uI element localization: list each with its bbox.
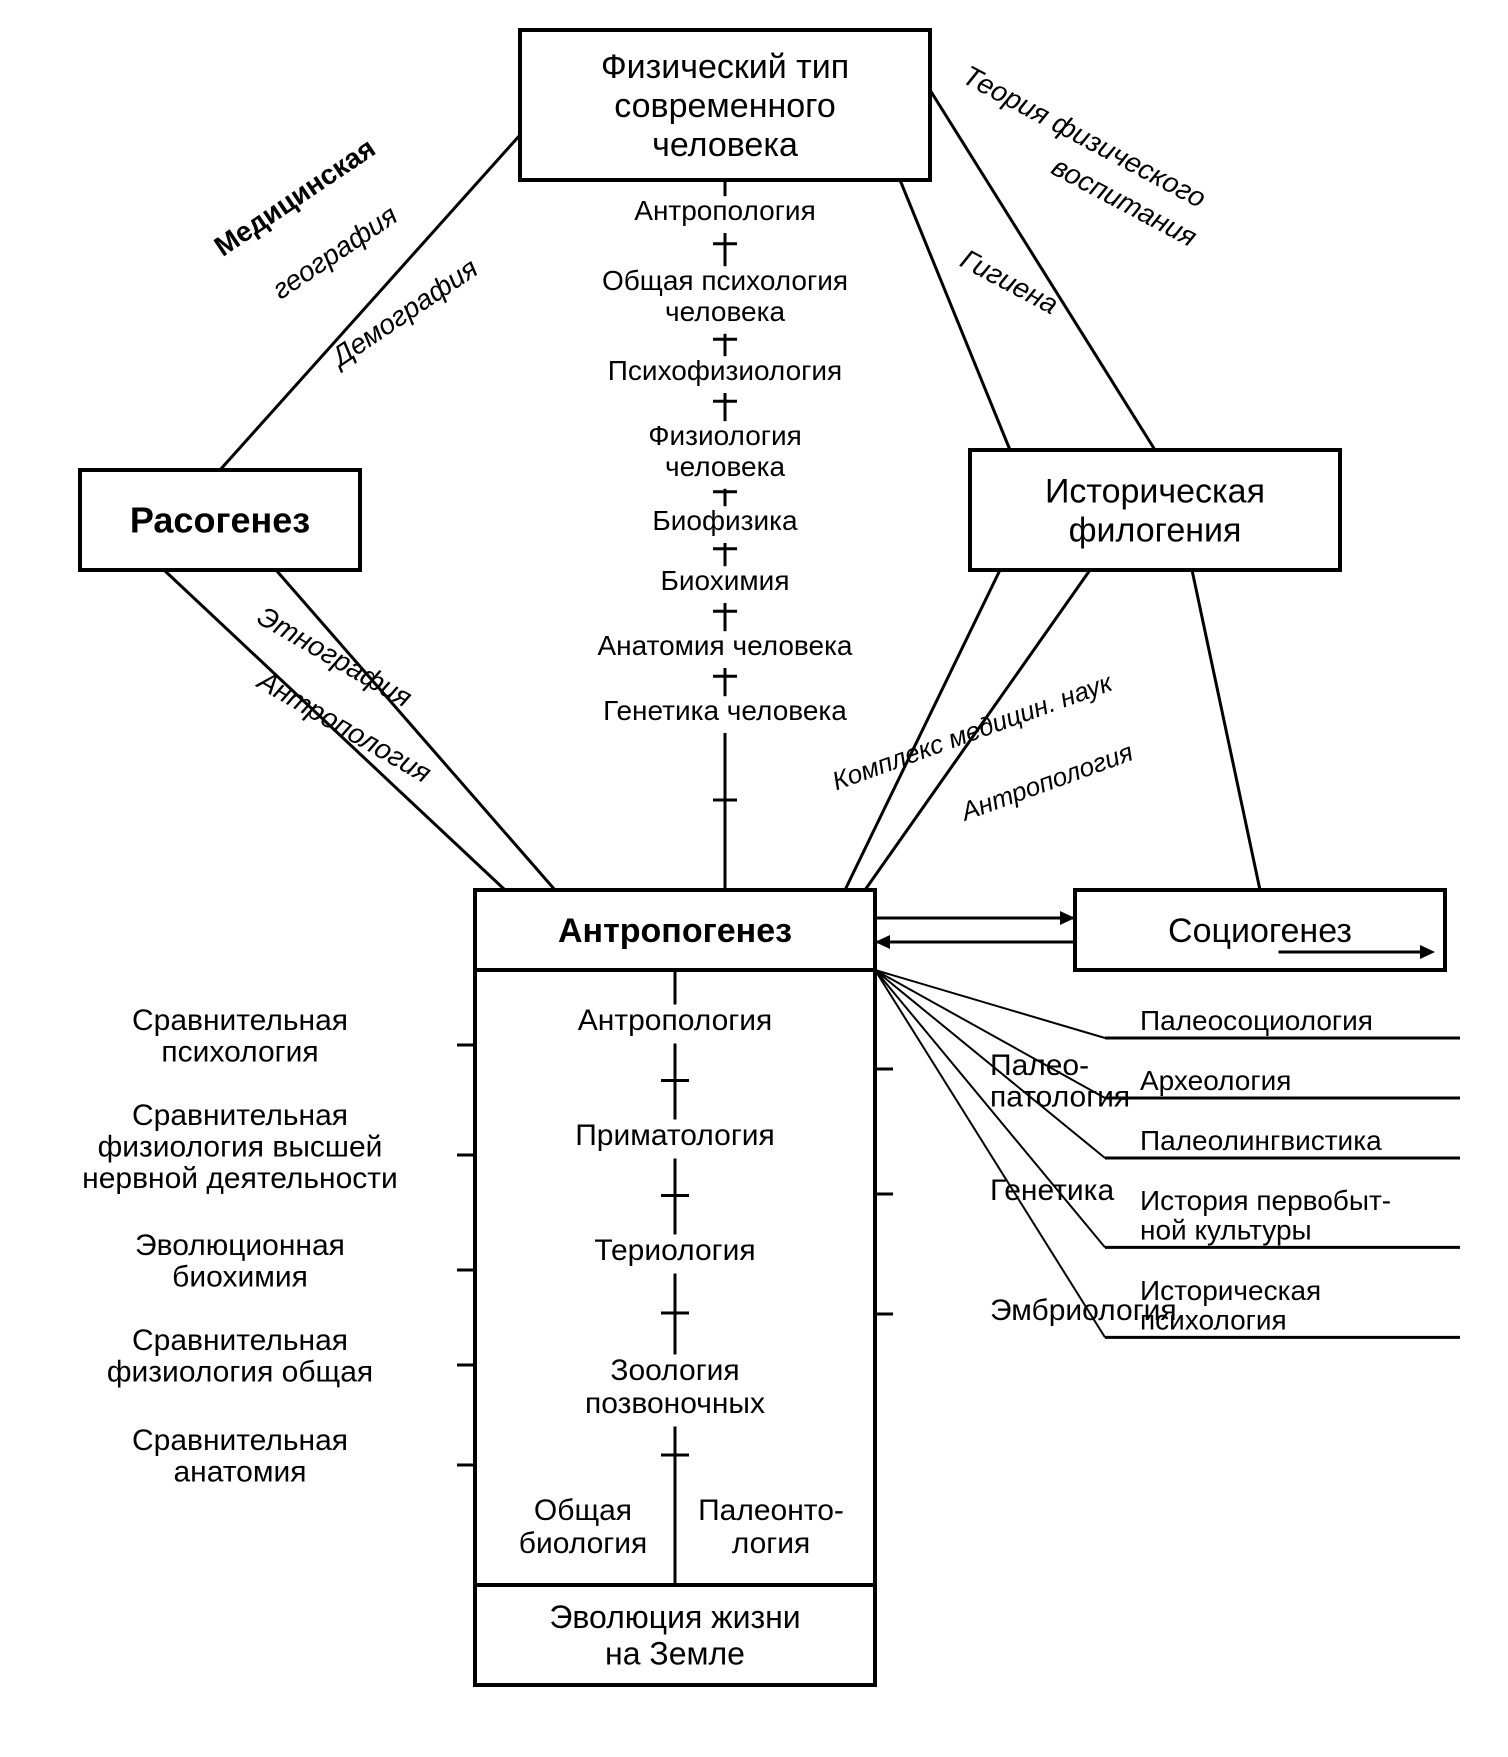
svg-text:Психофизиология: Психофизиология bbox=[608, 355, 842, 386]
svg-text:Биофизика: Биофизика bbox=[652, 505, 798, 536]
svg-text:Физический тип: Физический тип bbox=[601, 48, 849, 86]
svg-text:Сравнительная: Сравнительная bbox=[132, 1424, 348, 1457]
svg-text:психология: психология bbox=[161, 1036, 318, 1069]
svg-text:Генетика человека: Генетика человека bbox=[603, 695, 847, 726]
svg-text:Палеосоциология: Палеосоциология bbox=[1140, 1005, 1373, 1036]
svg-text:Зоологияпозвоночных: Зоологияпозвоночных bbox=[585, 1354, 765, 1420]
svg-text:Историческая: Историческая bbox=[1140, 1275, 1321, 1306]
svg-text:анатомия: анатомия bbox=[174, 1456, 307, 1489]
svg-text:современного: современного bbox=[614, 87, 835, 125]
svg-text:Сравнительная: Сравнительная bbox=[132, 1324, 348, 1357]
svg-text:Биохимия: Биохимия bbox=[661, 565, 790, 596]
svg-text:Териология: Териология bbox=[594, 1234, 755, 1267]
svg-text:Эволюция жизни: Эволюция жизни bbox=[549, 1599, 800, 1635]
svg-text:Физиологиячеловека: Физиологиячеловека bbox=[648, 420, 802, 482]
svg-text:Расогенез: Расогенез bbox=[130, 500, 310, 541]
svg-text:Сравнительная: Сравнительная bbox=[132, 1099, 348, 1132]
svg-text:Генетика: Генетика bbox=[990, 1174, 1114, 1207]
svg-text:Антропология: Антропология bbox=[578, 1004, 772, 1037]
svg-text:Приматология: Приматология bbox=[575, 1119, 775, 1152]
svg-text:Социогенез: Социогенез bbox=[1168, 912, 1352, 950]
svg-text:Анатомия человека: Анатомия человека bbox=[597, 630, 852, 661]
svg-text:Антропология: Антропология bbox=[634, 195, 815, 226]
svg-text:ной культуры: ной культуры bbox=[1140, 1214, 1312, 1245]
svg-text:История первобыт-: История первобыт- bbox=[1140, 1185, 1391, 1216]
svg-text:физиология общая: физиология общая bbox=[107, 1356, 373, 1389]
svg-text:человека: человека bbox=[652, 126, 798, 164]
svg-text:Историческая: Историческая bbox=[1045, 472, 1265, 510]
svg-text:Эволюционная: Эволюционная bbox=[135, 1229, 345, 1262]
svg-text:Сравнительная: Сравнительная bbox=[132, 1004, 348, 1037]
svg-text:психология: психология bbox=[1140, 1304, 1287, 1335]
svg-text:Антропогенез: Антропогенез bbox=[558, 912, 792, 950]
svg-text:на Земле: на Земле bbox=[605, 1636, 745, 1672]
svg-text:нервной деятельности: нервной деятельности bbox=[82, 1162, 398, 1195]
svg-text:биохимия: биохимия bbox=[172, 1261, 308, 1294]
svg-text:Палеолингвистика: Палеолингвистика bbox=[1140, 1125, 1382, 1156]
svg-text:Археология: Археология bbox=[1140, 1065, 1291, 1096]
svg-text:физиология высшей: физиология высшей bbox=[98, 1131, 383, 1164]
svg-text:филогения: филогения bbox=[1069, 511, 1242, 549]
svg-text:Общаябиология: Общаябиология bbox=[519, 1494, 647, 1560]
